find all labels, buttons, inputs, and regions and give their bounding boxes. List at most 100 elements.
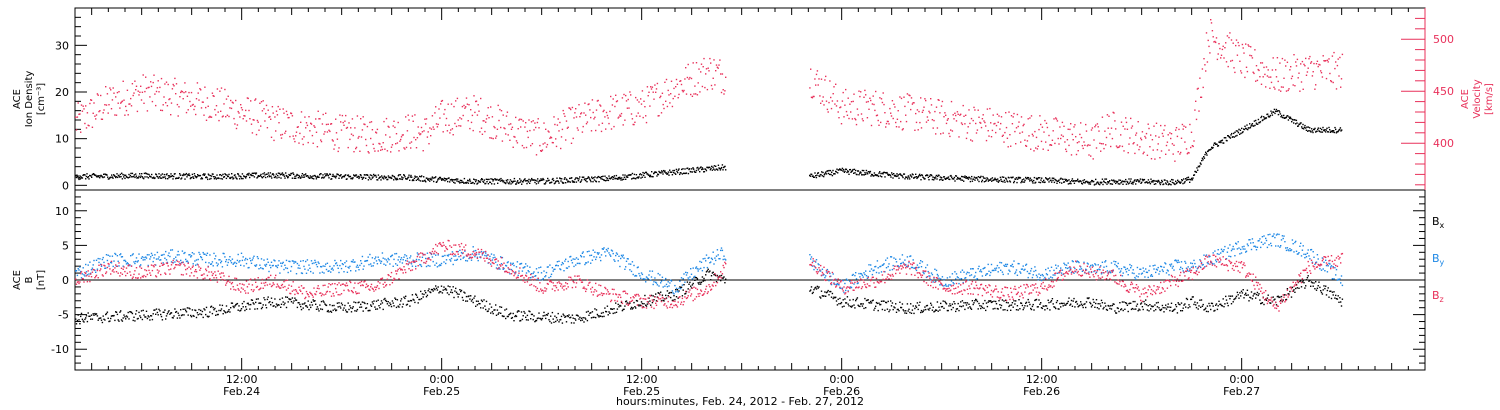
- velocity-series-point: [1332, 81, 1334, 84]
- velocity-series-point: [1110, 127, 1113, 129]
- density-series-point: [711, 165, 713, 168]
- velocity-series-point: [926, 116, 929, 118]
- velocity-series-point: [655, 88, 658, 90]
- velocity-series-point: [220, 110, 222, 112]
- bx-series-point: [572, 317, 574, 319]
- bx-series-point: [510, 317, 513, 319]
- velocity-series-point: [420, 133, 422, 135]
- velocity-series-point: [1053, 118, 1055, 120]
- density-series-point: [889, 174, 892, 177]
- density-series-point: [1195, 171, 1198, 173]
- by-series-point: [121, 256, 124, 258]
- bx-series-point: [690, 285, 692, 287]
- density-series-point: [241, 177, 243, 180]
- bx-series-point: [144, 316, 146, 318]
- bx-series-point: [117, 319, 119, 321]
- bx-series-point: [900, 306, 902, 309]
- density-series-point: [705, 168, 707, 170]
- bx-series-point: [425, 292, 427, 294]
- density-series-point: [284, 177, 286, 179]
- velocity-series-point: [192, 103, 194, 106]
- velocity-series-point: [1062, 135, 1064, 138]
- density-series-point: [1147, 182, 1149, 184]
- velocity-series-point: [1111, 137, 1114, 140]
- bx-series-point: [1125, 302, 1127, 304]
- velocity-series-point: [1327, 61, 1329, 63]
- bx-series-point: [107, 317, 109, 319]
- velocity-series-point: [615, 94, 617, 96]
- bx-series-point: [823, 295, 825, 297]
- density-series-point: [1125, 183, 1128, 185]
- density-series-point: [269, 175, 271, 178]
- density-series-point: [179, 173, 181, 175]
- bx-series-point: [398, 306, 400, 308]
- velocity-series-point: [840, 106, 842, 108]
- density-series-point: [1164, 179, 1166, 181]
- bx-series-point: [423, 293, 425, 296]
- bx-series-point: [840, 302, 842, 305]
- density-series-point: [950, 174, 952, 177]
- bx-series-point: [1295, 287, 1297, 290]
- bx-series-point: [210, 306, 212, 308]
- by-series-point: [258, 268, 260, 270]
- bx-series-point: [960, 305, 963, 308]
- density-series-point: [680, 172, 682, 174]
- bx-series-point: [120, 319, 123, 321]
- density-series-point: [585, 178, 588, 180]
- velocity-series-point: [356, 115, 359, 117]
- density-series-point: [137, 177, 140, 179]
- bx-series-point: [314, 300, 316, 302]
- bx-series-point: [1265, 298, 1267, 300]
- velocity-series-point: [857, 114, 859, 116]
- by-series-point: [119, 254, 121, 256]
- density-series-point: [647, 173, 649, 175]
- bx-series-point: [1254, 292, 1256, 295]
- bx-series-point: [479, 303, 481, 305]
- bx-series-point: [1010, 304, 1013, 306]
- velocity-series-point: [1010, 145, 1012, 147]
- velocity-series-point: [205, 106, 207, 109]
- density-series-point: [877, 174, 879, 177]
- bx-series-point: [1098, 308, 1100, 310]
- density-series-point: [1263, 116, 1265, 118]
- bx-series-point: [338, 302, 340, 304]
- density-series-point: [473, 178, 475, 180]
- density-series-point: [1308, 130, 1310, 132]
- density-series-point: [598, 181, 600, 183]
- density-series-point: [693, 170, 696, 172]
- density-series-point: [523, 179, 525, 182]
- bx-series-point: [709, 270, 711, 272]
- density-series-point: [148, 173, 150, 176]
- velocity-series-point: [439, 117, 441, 119]
- density-series-point: [595, 181, 598, 183]
- density-series-point: [134, 176, 136, 179]
- density-series-point: [941, 176, 943, 179]
- velocity-series-point: [620, 115, 622, 117]
- density-series-point: [106, 174, 108, 176]
- by-series-point: [225, 259, 228, 261]
- density-series-point: [869, 172, 871, 174]
- bx-series-point: [981, 306, 984, 309]
- bx-series-point: [486, 310, 489, 313]
- density-series-point: [369, 174, 372, 176]
- velocity-series-point: [452, 134, 454, 136]
- density-series-point: [1213, 144, 1215, 146]
- velocity-series-point: [441, 99, 444, 102]
- bx-series-point: [1333, 291, 1335, 293]
- bx-series-point: [310, 306, 312, 309]
- density-series-point: [283, 175, 286, 177]
- velocity-series-point: [525, 146, 528, 149]
- density-series-point: [883, 171, 886, 174]
- bx-series-point: [273, 305, 275, 307]
- velocity-series-point: [1114, 120, 1116, 122]
- bx-series-point: [622, 308, 624, 311]
- density-series-point: [453, 181, 455, 184]
- velocity-series-point: [897, 110, 899, 112]
- bx-series-point: [594, 308, 596, 310]
- velocity-series-point: [1102, 143, 1104, 145]
- bx-series-point: [580, 319, 582, 322]
- velocity-series-point: [707, 67, 709, 69]
- by-series-point: [184, 251, 186, 254]
- bx-series-point: [1320, 290, 1322, 292]
- density-series-point: [1126, 180, 1128, 183]
